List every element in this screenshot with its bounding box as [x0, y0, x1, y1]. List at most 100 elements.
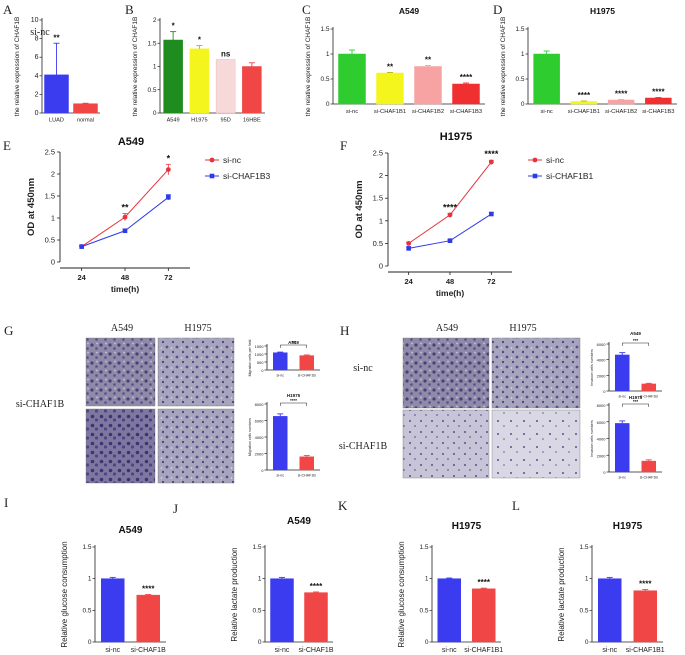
micrograph-image: [491, 337, 581, 409]
column-label: A549: [436, 323, 458, 334]
y-axis-title: Relative glucose consumption: [60, 541, 69, 647]
row-label: si-nc: [353, 363, 373, 374]
y-axis-title: the relative expression of CHAF1B: [132, 17, 139, 117]
chart-title: A549: [287, 516, 311, 527]
chart-g1: 0 500 1000 1500 si-nc si-CHAF1B Migration cell…: [248, 340, 320, 378]
y-tick-label: 8000: [597, 403, 607, 408]
y-tick-label: 6: [35, 54, 39, 61]
micrograph-image: [402, 337, 490, 409]
y-tick-label: 0: [585, 639, 589, 646]
x-tick-label: si-nc: [275, 647, 290, 654]
bar: [533, 53, 560, 105]
y-tick-label: 0.5: [320, 76, 329, 83]
significance-label: ****: [652, 88, 665, 97]
x-tick-label: 48: [446, 277, 454, 286]
micrograph-image: [402, 409, 490, 479]
data-point: [165, 167, 171, 173]
x-tick-label: si-CHAF1B2: [412, 109, 444, 115]
y-tick-label: 0.5: [82, 607, 91, 614]
chart-k: 0 0.5 1 1.5 si-nc si-CHAF1B1 **** Relative gluc…: [397, 521, 503, 654]
y-axis-title: Relative glucose consumption: [397, 541, 406, 647]
x-tick-label: 24: [404, 277, 413, 286]
y-tick-label: 1: [379, 216, 383, 225]
chart-title: A549: [288, 340, 299, 345]
x-tick-label: si-CHAF1B: [131, 647, 166, 654]
significance-label: ****: [639, 579, 652, 588]
bar: [136, 594, 160, 643]
chart-title: H1975: [452, 521, 482, 532]
y-tick-label: 0.5: [252, 607, 261, 614]
y-tick-label: 1: [326, 51, 330, 58]
x-axis-title: time(h): [436, 288, 465, 298]
significance-label: **: [121, 203, 129, 213]
panel-letter-h: H: [340, 323, 349, 338]
data-point: [488, 159, 494, 165]
y-tick-label: 1: [258, 576, 262, 583]
x-tick-label: 72: [487, 277, 495, 286]
row-label: si-nc: [30, 27, 50, 38]
y-tick-label: 0: [35, 110, 39, 117]
y-tick-label: 2000: [255, 452, 265, 457]
significance-label: **: [425, 56, 432, 65]
chart-j: 0 0.5 1 1.5 si-nc si-CHAF1B **** Relative lacta…: [230, 516, 334, 654]
y-tick-label: 0: [603, 389, 606, 394]
bar: [299, 355, 314, 371]
data-point: [447, 212, 453, 218]
x-tick-label: si-CHAF1B1: [374, 109, 406, 115]
x-tick-label: si-nc: [541, 109, 553, 115]
panel-letter-g: G: [4, 323, 13, 338]
x-tick-label: A549: [167, 118, 180, 124]
micrograph-image: [85, 408, 156, 484]
significance-label: ns: [221, 50, 231, 59]
y-tick-label: 1: [585, 576, 589, 583]
chart-b: 0 0.5 1 1.5 2 A549 * H1975 * 95D ns 16HBE the relati…: [132, 17, 265, 124]
y-tick-label: 6000: [597, 420, 607, 425]
bar: [615, 354, 630, 392]
bar: [414, 66, 442, 105]
y-tick-label: 2000: [597, 453, 607, 458]
x-tick-label: si-CHAF1B1: [464, 647, 503, 654]
column-label: H1975: [509, 323, 536, 334]
data-point: [489, 211, 494, 217]
significance-bracket: [622, 403, 649, 407]
y-tick-label: 0: [603, 470, 606, 475]
chart-h1: 0 2000 4000 6000 si-nc si-CHAF1B Invasion cell…: [590, 331, 662, 399]
bar: [452, 83, 480, 105]
panel-letter-l: L: [512, 498, 520, 513]
chart-title: H1975: [440, 131, 472, 143]
y-tick-label: 2: [51, 170, 55, 179]
chart-c: 0 0.5 1 1.5 si-nc si-CHAF1B1 ** si-CHAF1B2 ** si-…: [305, 6, 485, 116]
y-tick-label: 2000: [597, 373, 607, 378]
chart-title: H1975: [629, 395, 643, 400]
y-tick-label: 1: [51, 214, 55, 223]
micrograph-image: [157, 337, 235, 407]
bar: [641, 383, 656, 392]
x-tick-label: si-CHAF1B: [298, 474, 317, 478]
x-tick-label: si-CHAF1B1: [568, 109, 600, 115]
data-point: [166, 195, 171, 200]
bar: [242, 66, 262, 114]
bar: [189, 48, 210, 114]
x-tick-label: si-CHAF1B2: [605, 109, 637, 115]
legend-marker: [532, 157, 538, 163]
y-tick-label: 1.5: [419, 544, 428, 551]
x-tick-label: 24: [77, 273, 86, 282]
y-axis-title: Invasion cells numbers: [590, 349, 594, 386]
chart-title: A549: [118, 136, 144, 148]
panel-letter-c: C: [302, 2, 311, 17]
significance-label: ****: [310, 582, 323, 591]
significance-label: ****: [290, 398, 297, 403]
x-tick-label: si-CHAF1B1: [626, 647, 665, 654]
chart-g2: 0 2000 4000 6000 8000 si-nc si-CHAF1B Migration…: [248, 393, 320, 478]
bar: [472, 588, 496, 643]
bar: [607, 99, 635, 105]
data-point: [122, 214, 128, 220]
significance-label: *: [198, 36, 202, 45]
legend-marker: [209, 157, 215, 163]
y-tick-label: 1.5: [147, 40, 156, 47]
legend-label: si-CHAF1B3: [223, 171, 271, 181]
x-tick-label: si-CHAF1B: [298, 647, 333, 654]
x-tick-label: si-nc: [276, 374, 284, 378]
y-tick-label: 1.5: [373, 194, 383, 203]
x-tick-label: 72: [164, 273, 172, 282]
